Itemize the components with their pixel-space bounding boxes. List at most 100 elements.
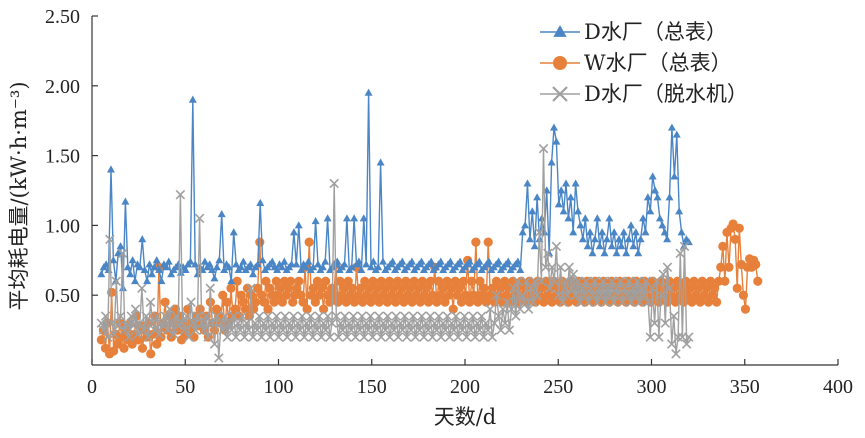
data-point: [231, 332, 241, 342]
data-point: [253, 283, 263, 293]
data-point: [404, 318, 414, 328]
data-point: [384, 276, 395, 286]
data-point: [327, 318, 337, 328]
data-point: [310, 297, 320, 307]
data-point: [366, 263, 375, 271]
y-tick-label: 0.50: [45, 285, 80, 307]
data-point: [111, 276, 122, 287]
data-point: [753, 276, 763, 286]
data-point: [175, 189, 186, 200]
data-point: [186, 257, 195, 265]
data-point: [469, 290, 479, 300]
data-point: [263, 304, 273, 314]
data-point: [131, 277, 140, 285]
data-point: [557, 186, 566, 194]
data-point: [227, 277, 236, 285]
data-point: [666, 290, 676, 300]
data-point: [293, 318, 303, 328]
data-point: [675, 207, 684, 215]
data-point: [409, 276, 419, 286]
data-point: [286, 276, 296, 286]
data-point: [301, 263, 310, 271]
data-point: [306, 290, 316, 300]
data-point: [145, 297, 156, 307]
legend-marker: [553, 25, 567, 37]
data-point: [448, 304, 458, 314]
data-point: [429, 318, 440, 328]
data-point: [367, 332, 378, 342]
data-point: [393, 276, 403, 286]
data-point: [446, 257, 455, 265]
data-point: [549, 123, 558, 131]
data-point: [685, 283, 695, 293]
data-point: [628, 283, 639, 293]
data-point: [483, 237, 493, 247]
data-point: [311, 217, 320, 225]
data-point: [273, 332, 284, 342]
x-tick-label: 300: [637, 376, 667, 398]
data-point: [671, 349, 681, 359]
data-point: [585, 283, 596, 293]
data-point: [654, 332, 664, 342]
data-point: [162, 263, 171, 271]
data-point: [218, 290, 228, 300]
data-point: [208, 265, 217, 274]
legend-item: D水厂（脱水机）: [540, 82, 748, 106]
data-point: [495, 283, 506, 293]
data-point: [365, 311, 376, 321]
data-point: [641, 228, 650, 236]
data-point: [477, 290, 487, 300]
data-point: [399, 311, 410, 321]
data-point: [632, 276, 643, 287]
data-point: [532, 290, 542, 300]
data-point: [152, 339, 162, 349]
data-point: [479, 283, 489, 293]
data-point: [387, 318, 397, 328]
data-point: [438, 283, 448, 293]
data-point: [407, 257, 416, 265]
data-point: [273, 265, 282, 274]
data-point: [626, 297, 636, 307]
data-point: [405, 283, 415, 293]
data-point: [327, 283, 337, 293]
data-point: [444, 332, 455, 342]
data-point: [656, 290, 666, 300]
data-point: [191, 260, 200, 268]
data-point: [619, 228, 628, 236]
data-point: [157, 277, 166, 285]
data-point: [376, 332, 386, 342]
legend: D水厂（总表） W水厂（总表） D水厂（脱水机）: [540, 20, 748, 106]
data-point: [276, 318, 286, 328]
data-point: [395, 290, 405, 300]
data-point: [649, 318, 660, 328]
data-point: [605, 214, 614, 222]
data-point: [362, 260, 371, 268]
data-point: [167, 318, 177, 328]
data-point: [378, 318, 389, 328]
data-point: [343, 276, 353, 286]
data-point: [643, 193, 652, 201]
data-point: [496, 325, 506, 335]
data-point: [191, 311, 201, 321]
series-2: [96, 143, 694, 363]
data-point: [583, 242, 592, 250]
data-point: [199, 325, 209, 335]
data-point: [461, 332, 472, 342]
data-point: [402, 332, 412, 342]
data-point: [547, 158, 556, 166]
data-point: [128, 256, 137, 264]
data-point: [598, 228, 607, 236]
data-point: [350, 214, 359, 222]
data-point: [442, 276, 452, 286]
data-point: [109, 346, 119, 356]
data-point: [299, 332, 310, 342]
data-point: [444, 290, 454, 300]
data-point: [305, 311, 316, 321]
data-point: [456, 257, 465, 265]
series-0: [97, 88, 693, 292]
data-point: [611, 283, 621, 293]
data-point: [487, 332, 498, 342]
data-point: [124, 332, 134, 342]
data-point: [639, 214, 648, 222]
data-point: [607, 276, 617, 287]
